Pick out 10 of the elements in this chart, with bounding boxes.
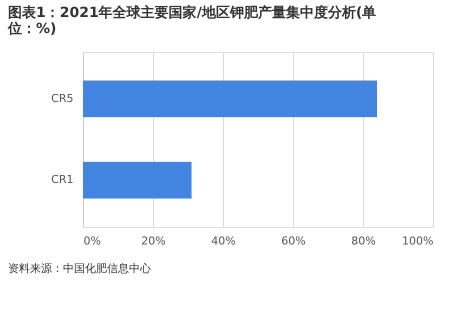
x-tick-label: 60% <box>281 234 306 248</box>
x-tick-label: 20% <box>141 234 166 248</box>
x-tick-label: 80% <box>351 234 376 248</box>
y-tick-label: CR1 <box>51 173 74 186</box>
y-tick-label: CR5 <box>51 92 74 105</box>
x-tick-label: 100% <box>402 234 434 248</box>
chart-title: 图表1：2021年全球主要国家/地区钾肥产量集中度分析(单位：%) <box>7 4 376 37</box>
text: 资料来源：中国化肥信息中心 <box>8 262 151 275</box>
x-tick-label: 40% <box>211 234 236 248</box>
x-tick-label: 0% <box>84 234 101 248</box>
